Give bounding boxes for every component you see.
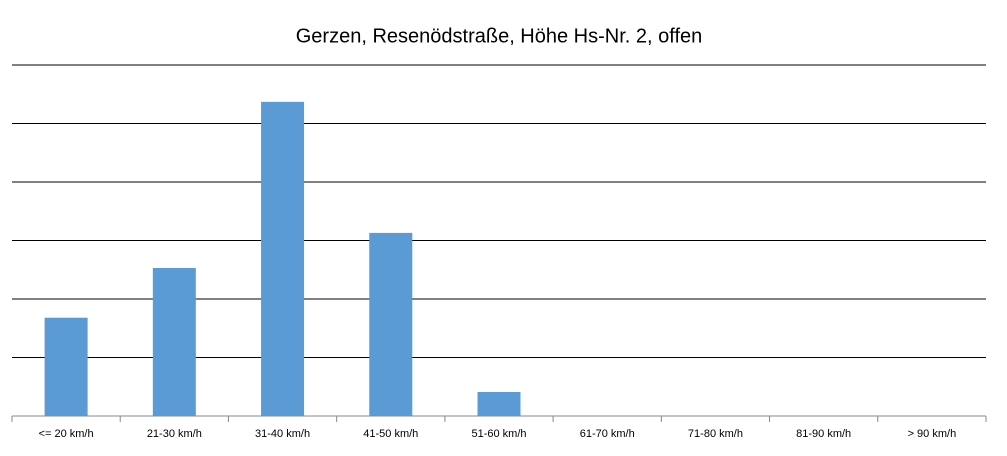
x-tick-label: 71-80 km/h	[688, 428, 743, 440]
x-tick-label: 41-50 km/h	[363, 428, 418, 440]
bar	[261, 101, 305, 416]
x-tick-label: 61-70 km/h	[580, 428, 635, 440]
x-tick-label: > 90 km/h	[908, 428, 957, 440]
chart-title: Gerzen, Resenödstraße, Höhe Hs-Nr. 2, of…	[296, 25, 703, 47]
x-tick-label: 51-60 km/h	[471, 428, 526, 440]
x-tick-label: 31-40 km/h	[255, 428, 310, 440]
x-tick-label: <= 20 km/h	[39, 428, 94, 440]
x-tick-label: 21-30 km/h	[147, 428, 202, 440]
bar	[44, 317, 88, 416]
x-tick-label: 81-90 km/h	[796, 428, 851, 440]
bar	[152, 267, 196, 416]
bar	[369, 232, 413, 416]
bar	[477, 392, 521, 416]
